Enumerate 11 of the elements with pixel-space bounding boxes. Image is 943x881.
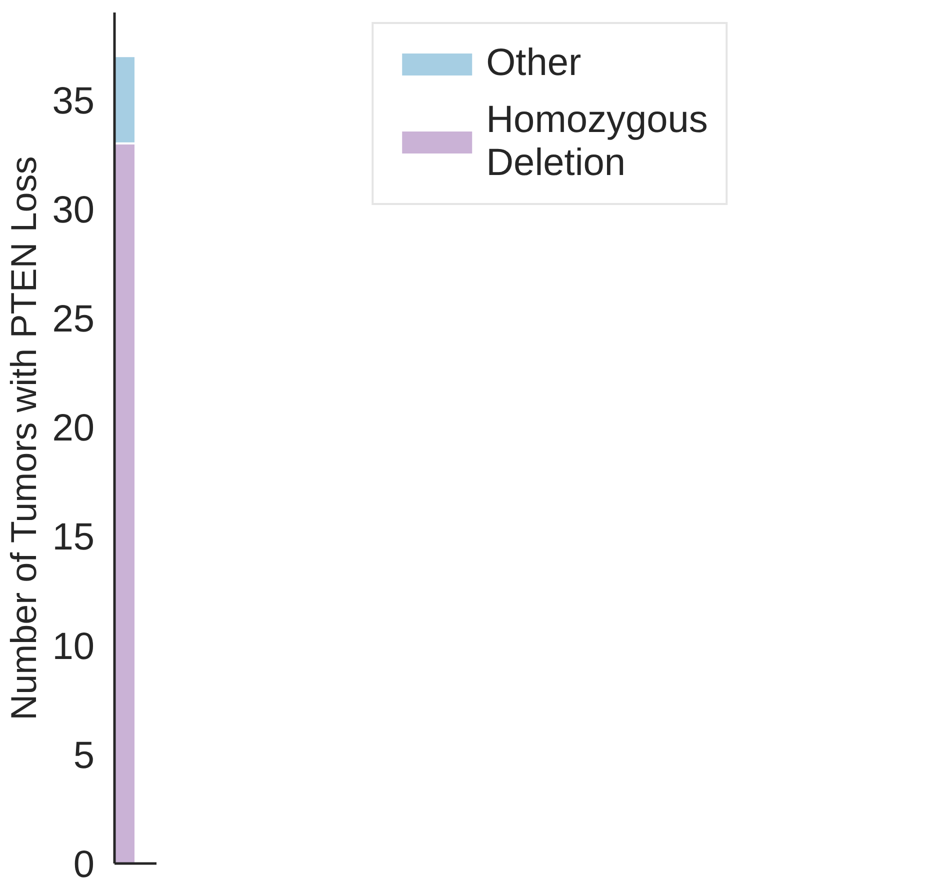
legend-label: Homozygous Deletion — [486, 99, 708, 185]
y-tick-label: 25 — [52, 298, 95, 340]
y-axis-title: Number of Tumors with PTEN Loss — [3, 156, 44, 720]
y-tick-label: 35 — [52, 80, 95, 122]
y-tick-label: 5 — [73, 734, 95, 777]
y-tick-label: 10 — [52, 626, 95, 668]
y-tick-label: 30 — [52, 189, 95, 232]
legend-label: Other — [486, 42, 582, 85]
y-tick-label: 0 — [73, 844, 95, 881]
y-tick-label: 15 — [52, 516, 95, 559]
y-tick-label: 20 — [52, 408, 95, 450]
